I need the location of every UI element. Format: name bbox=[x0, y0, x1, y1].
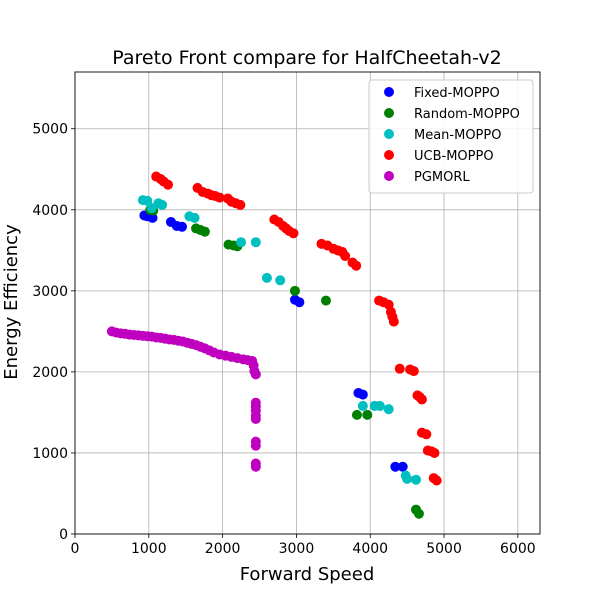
data-point bbox=[390, 461, 401, 472]
chart-title: Pareto Front compare for HalfCheetah-v2 bbox=[112, 47, 502, 69]
data-point bbox=[383, 404, 394, 415]
data-point bbox=[250, 413, 261, 424]
data-point bbox=[411, 474, 421, 485]
x-tick-label: 6000 bbox=[500, 541, 536, 557]
data-point bbox=[413, 508, 424, 519]
x-tick-label: 4000 bbox=[352, 541, 388, 557]
data-point bbox=[235, 199, 246, 210]
data-point bbox=[429, 447, 440, 458]
x-tick-label: 5000 bbox=[426, 541, 462, 557]
data-point bbox=[357, 400, 368, 411]
legend-marker bbox=[384, 87, 394, 97]
plot-frame bbox=[74, 71, 541, 535]
data-point bbox=[250, 440, 261, 451]
x-tick-label: 0 bbox=[71, 541, 80, 557]
legend-box bbox=[368, 79, 534, 194]
legend-marker bbox=[384, 150, 394, 160]
x-tick-label: 2000 bbox=[205, 541, 241, 557]
data-point bbox=[250, 461, 261, 472]
data-point bbox=[275, 275, 286, 286]
legend-label: Random-MOPPO bbox=[414, 107, 520, 122]
legend: Fixed-MOPPO Random-MOPPO Mean-MOPPO UCB-MOP… bbox=[368, 79, 534, 194]
data-point bbox=[250, 237, 261, 248]
y-tick-label: 3000 bbox=[32, 284, 68, 300]
data-point bbox=[416, 394, 427, 405]
data-point bbox=[320, 295, 331, 306]
data-point bbox=[362, 409, 373, 420]
y-tick-label: 2000 bbox=[32, 365, 68, 381]
data-point bbox=[289, 285, 300, 296]
data-point bbox=[236, 237, 247, 248]
series-pgmorl bbox=[106, 326, 261, 472]
data-point bbox=[147, 212, 158, 223]
x-tick-label: 3000 bbox=[279, 541, 315, 557]
data-point bbox=[397, 461, 408, 472]
data-point bbox=[388, 316, 399, 327]
data-point bbox=[374, 400, 385, 411]
y-tick-label: 5000 bbox=[32, 122, 68, 138]
legend-marker bbox=[384, 171, 394, 181]
y-tick-label: 4000 bbox=[32, 203, 68, 219]
y-axis-label: Energy Efficiency bbox=[1, 224, 22, 380]
data-point bbox=[431, 475, 442, 486]
legend-label: UCB-MOPPO bbox=[414, 149, 494, 164]
y-tick-label: 1000 bbox=[32, 446, 68, 462]
data-point bbox=[394, 363, 405, 374]
legend-label: Fixed-MOPPO bbox=[414, 86, 500, 101]
series-mean-moppo bbox=[137, 195, 421, 485]
data-point bbox=[421, 429, 432, 440]
data-point bbox=[177, 221, 188, 232]
data-point bbox=[357, 389, 368, 400]
data-point bbox=[157, 199, 168, 210]
legend-label: Mean-MOPPO bbox=[414, 128, 501, 143]
data-point bbox=[250, 369, 261, 380]
data-point bbox=[402, 473, 413, 484]
data-point bbox=[189, 212, 200, 223]
axes bbox=[74, 71, 541, 535]
series-fixed-moppo bbox=[139, 210, 408, 472]
data-point bbox=[294, 297, 305, 308]
data-point bbox=[261, 272, 272, 283]
legend-marker bbox=[384, 108, 394, 118]
data-point bbox=[163, 179, 173, 190]
data-point bbox=[408, 366, 419, 377]
x-tick-label: 1000 bbox=[131, 541, 167, 557]
legend-label: PGMORL bbox=[414, 170, 470, 185]
data-point bbox=[142, 195, 153, 206]
ticks: 0 1000 2000 3000 4000 5000 6000 0 1000 2000 3000 40… bbox=[32, 122, 535, 557]
legend-marker bbox=[384, 129, 394, 139]
data-point bbox=[199, 226, 210, 237]
y-tick-label: 0 bbox=[59, 527, 68, 543]
data-point bbox=[288, 228, 299, 239]
data-point bbox=[340, 250, 351, 261]
data-point bbox=[351, 260, 362, 271]
data-points bbox=[106, 171, 442, 519]
series-ucb-moppo bbox=[151, 171, 442, 486]
data-point bbox=[214, 192, 225, 203]
x-axis-label: Forward Speed bbox=[240, 564, 375, 585]
data-point bbox=[351, 409, 362, 420]
